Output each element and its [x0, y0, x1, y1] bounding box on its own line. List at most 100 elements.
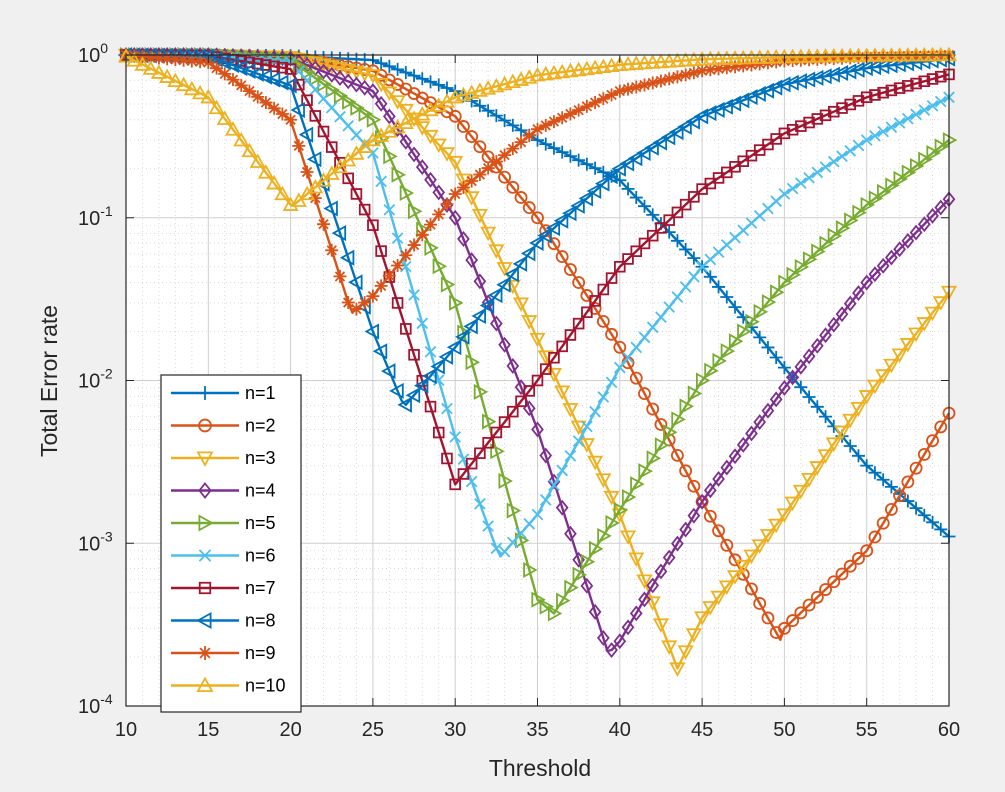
data-point-n=4 [671, 535, 684, 552]
data-point-n=10 [183, 80, 200, 96]
data-point-n=1 [753, 330, 767, 344]
data-point-n=3 [710, 590, 727, 606]
data-point-n=5 [704, 362, 719, 379]
data-point-n=2 [794, 606, 808, 620]
legend-item-n=9[interactable]: n=9 [171, 643, 276, 663]
data-point-n=10 [562, 62, 579, 78]
y-axis-label: Total Error rate [36, 305, 62, 457]
data-point-n=9 [810, 52, 824, 66]
data-point-n=4 [728, 448, 742, 465]
data-point-n=9 [563, 107, 577, 121]
data-point-n=9 [629, 80, 643, 94]
data-point-n=6 [778, 188, 791, 200]
data-point-n=9 [514, 135, 528, 149]
legend-item-n=5[interactable]: n=5 [171, 513, 276, 533]
data-point-n=7 [325, 141, 338, 153]
data-point-n=5 [424, 239, 439, 256]
series-n=7[interactable] [120, 49, 955, 491]
data-point-n=1 [621, 182, 635, 196]
data-point-n=4 [868, 266, 882, 283]
legend-label: n=7 [245, 578, 276, 598]
legend-item-n=7[interactable]: n=7 [171, 578, 276, 598]
data-point-n=4 [679, 521, 692, 538]
data-point-n=9 [531, 122, 544, 136]
data-point-n=2 [555, 250, 569, 264]
data-point-n=1 [728, 300, 742, 314]
data-point-n=6 [910, 108, 922, 121]
data-point-n=10 [200, 88, 217, 104]
data-point-n=1 [868, 466, 882, 480]
legend-label: n=2 [245, 416, 276, 436]
data-point-n=7 [432, 426, 445, 439]
legend-item-n=8[interactable]: n=8 [171, 611, 276, 631]
data-point-n=8 [504, 266, 519, 283]
data-point-n=1 [391, 62, 405, 76]
data-point-n=4 [613, 633, 627, 650]
data-point-n=1 [670, 234, 684, 248]
data-point-n=8 [364, 323, 379, 340]
data-point-n=9 [572, 103, 586, 117]
data-point-n=9 [218, 67, 232, 81]
data-point-n=8 [487, 287, 503, 304]
data-point-n=5 [613, 501, 629, 519]
data-point-n=6 [564, 449, 577, 462]
data-point-n=2 [712, 524, 725, 538]
data-point-n=4 [325, 66, 339, 83]
data-point-n=6 [893, 117, 906, 129]
data-point-n=6 [572, 435, 585, 447]
legend-item-n=1[interactable]: n=1 [171, 383, 276, 403]
data-point-n=5 [572, 566, 588, 583]
data-point-n=5 [391, 166, 406, 183]
data-point-n=1 [407, 69, 421, 83]
data-point-n=3 [438, 147, 455, 162]
data-point-n=9 [259, 96, 273, 110]
data-point-n=5 [885, 177, 900, 194]
data-point-n=5 [449, 294, 464, 311]
data-point-n=9 [827, 52, 841, 66]
data-point-n=7 [795, 120, 807, 132]
data-point-n=3 [743, 549, 760, 565]
y-tick-label: 10-2 [78, 366, 113, 393]
data-point-n=3 [726, 570, 744, 585]
data-point-n=2 [670, 448, 684, 462]
data-point-n=5 [432, 258, 448, 275]
data-point-n=2 [638, 387, 651, 401]
legend[interactable]: n=1 n=2 n=3 n=4 n=5 n=6 n=7 n=8 n=9 n=10 [160, 374, 302, 713]
data-point-n=7 [556, 340, 568, 353]
data-point-n=2 [761, 611, 775, 625]
data-point-n=7 [605, 272, 618, 284]
data-point-n=2 [934, 420, 948, 434]
data-point-n=8 [438, 348, 454, 365]
data-point-n=3 [883, 358, 900, 374]
data-point-n=5 [893, 170, 908, 187]
data-point-n=10 [809, 48, 826, 63]
data-point-n=10 [702, 50, 719, 66]
data-point-n=3 [792, 484, 809, 500]
data-point-n=7 [869, 89, 881, 101]
data-point-n=8 [282, 77, 297, 94]
data-point-n=9 [275, 107, 289, 121]
data-point-n=8 [381, 363, 396, 380]
data-point-n=5 [556, 592, 571, 609]
data-point-n=3 [776, 508, 793, 523]
legend-item-n=3[interactable]: n=3 [171, 448, 276, 468]
legend-item-n=2[interactable]: n=2 [171, 416, 276, 436]
data-point-n=8 [496, 276, 511, 293]
data-point-n=4 [852, 285, 865, 301]
data-point-n=1 [901, 494, 915, 508]
data-point-n=2 [572, 276, 586, 289]
data-point-n=8 [529, 234, 544, 251]
data-point-n=4 [769, 391, 783, 408]
legend-item-n=4[interactable]: n=4 [171, 481, 276, 501]
data-point-n=3 [620, 530, 637, 545]
data-point-n=1 [679, 242, 693, 256]
data-point-n=7 [449, 478, 461, 491]
data-point-n=4 [885, 249, 898, 266]
legend-item-n=10[interactable]: n=10 [171, 676, 286, 696]
data-point-n=8 [405, 387, 421, 404]
data-point-n=6 [918, 104, 931, 116]
legend-item-n=6[interactable]: n=6 [171, 546, 276, 566]
data-point-n=6 [391, 232, 404, 245]
data-point-n=7 [581, 306, 593, 319]
data-point-n=9 [555, 111, 569, 125]
